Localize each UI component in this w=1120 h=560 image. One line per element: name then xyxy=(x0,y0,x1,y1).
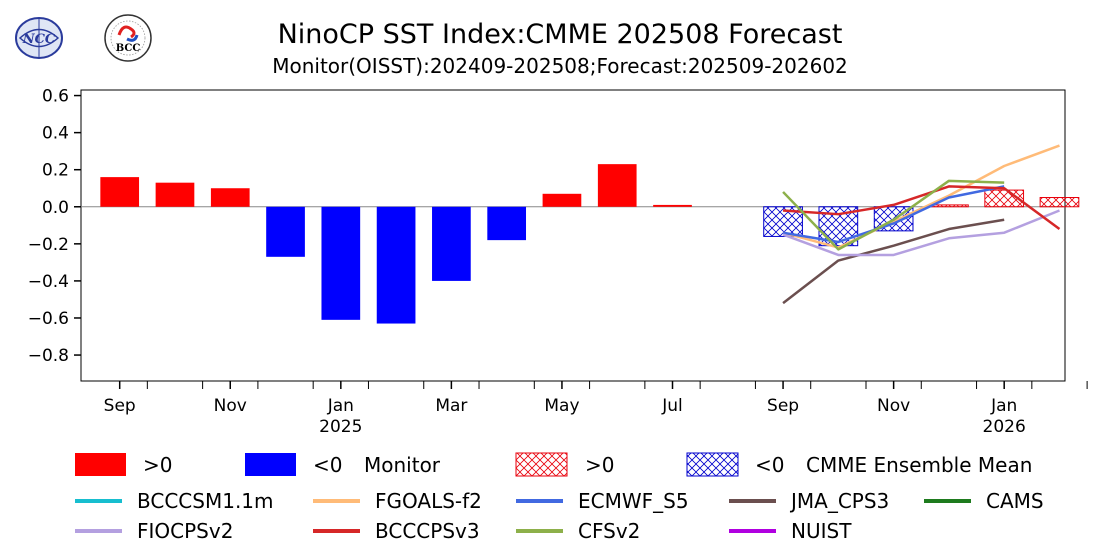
legend-monitor-neg-swatch xyxy=(245,453,296,476)
x-tick-label: Jan xyxy=(990,396,1017,416)
monitor-bar xyxy=(542,193,582,207)
bcc-logo: BCC xyxy=(101,13,155,63)
series-line-cfsv2 xyxy=(782,179,1005,251)
ncc-logo: NCC xyxy=(14,13,64,63)
legend-series-label: NUIST xyxy=(791,519,852,543)
x-tick-label: Sep xyxy=(104,396,136,416)
series-line-bcccpsv3 xyxy=(782,185,1061,231)
monitor-bar xyxy=(653,204,692,207)
y-tick-label: −0.4 xyxy=(28,272,69,292)
x-tick-label: May xyxy=(544,396,579,416)
legend-monitor-neg-label: <0 xyxy=(313,453,342,477)
y-tick-label: −0.8 xyxy=(28,346,69,366)
y-tick-label: −0.6 xyxy=(28,309,69,329)
x-tick-year-label: 2026 xyxy=(983,417,1026,437)
plot-frame xyxy=(80,89,1066,382)
monitor-bar xyxy=(100,177,140,207)
y-tick-label: −0.2 xyxy=(28,235,69,255)
legend-cmme-neg-swatch xyxy=(686,452,739,477)
x-tick-year-label: 2025 xyxy=(319,417,362,437)
x-tick-label: Nov xyxy=(877,396,910,416)
bcc-logo-text: BCC xyxy=(116,43,141,54)
legend-series-label: CAMS xyxy=(986,489,1044,513)
series-line-fiocpsv2 xyxy=(782,209,1060,257)
monitor-bar xyxy=(597,164,637,207)
legend-monitor-pos-label: >0 xyxy=(143,453,172,477)
x-tick-label: Mar xyxy=(435,396,467,416)
legend-cmme-neg-label: <0 xyxy=(755,453,784,477)
x-tick-label: Jul xyxy=(661,396,683,416)
y-tick-label: 0.6 xyxy=(42,87,69,107)
legend-monitor-title: Monitor xyxy=(364,453,441,477)
legend-series-label: BCCCSM1.1m xyxy=(137,489,274,513)
legend-series-label: FGOALS-f2 xyxy=(375,489,482,513)
legend-cmme-pos-label: >0 xyxy=(585,453,614,477)
monitor-bar xyxy=(432,206,471,281)
y-tick-label: 0.0 xyxy=(42,198,69,218)
legend-series-label: FIOCPSv2 xyxy=(137,519,233,543)
series-line-fgoals-f2 xyxy=(782,144,1060,249)
legend-series-label: JMA_CPS3 xyxy=(789,489,889,513)
legend-monitor-pos-swatch xyxy=(75,453,126,476)
legend-series-label: ECMWF_S5 xyxy=(578,489,689,513)
y-tick-label: 0.4 xyxy=(42,124,69,144)
legend-series-label: CFSv2 xyxy=(578,519,640,543)
monitor-bar xyxy=(321,206,361,320)
chart-title: NinoCP SST Index:CMME 202508 Forecast xyxy=(278,19,843,50)
monitor-bar xyxy=(210,188,250,207)
x-tick-label: Jan xyxy=(327,396,354,416)
monitor-bar xyxy=(487,206,527,241)
legend-cmme-pos-swatch xyxy=(515,452,568,477)
monitor-bar xyxy=(376,206,416,324)
series-line-jma-cps3 xyxy=(782,218,1005,305)
x-tick-label: Nov xyxy=(214,396,247,416)
chart-subtitle: Monitor(OISST):202409-202508;Forecast:20… xyxy=(272,54,848,78)
ncc-logo-text: NCC xyxy=(22,32,56,47)
legend-series-label: BCCCPSv3 xyxy=(375,519,480,543)
monitor-bar xyxy=(155,182,195,207)
ensemble-mean-bar xyxy=(1039,197,1080,208)
series-line-ecmwf-s5 xyxy=(782,185,1005,244)
legend-cmme-title: CMME Ensemble Mean xyxy=(806,453,1032,477)
monitor-bar xyxy=(266,206,305,257)
x-tick-label: Sep xyxy=(767,396,799,416)
y-tick-label: 0.2 xyxy=(42,161,69,181)
